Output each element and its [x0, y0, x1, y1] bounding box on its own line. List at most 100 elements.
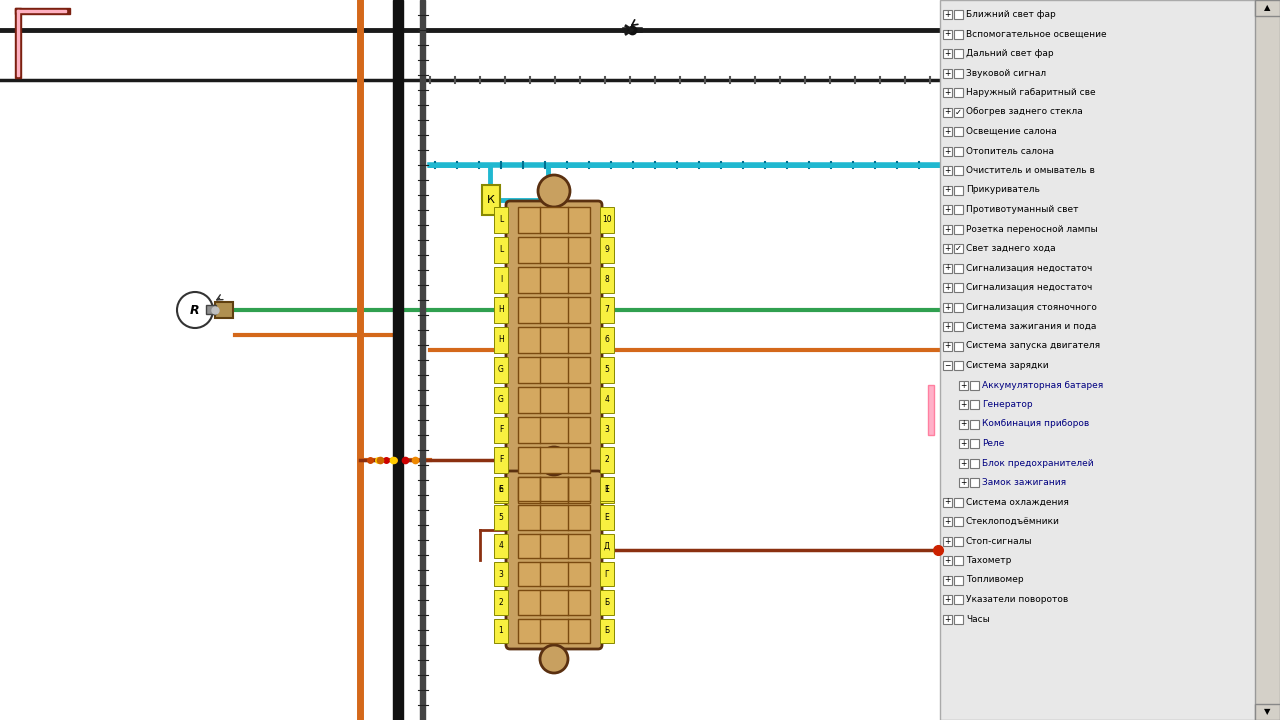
Text: Вспомогательное освещение: Вспомогательное освещение [966, 30, 1107, 38]
Bar [17, 10, 67, 12]
Text: 6: 6 [604, 336, 609, 344]
Bar [518, 297, 590, 323]
Text: H: H [498, 305, 504, 315]
Text: I: I [500, 276, 502, 284]
Bar [494, 477, 508, 503]
Text: Дальний свет фар: Дальний свет фар [966, 49, 1053, 58]
Bar [600, 477, 614, 503]
Text: −: − [945, 361, 951, 370]
Bar [954, 322, 963, 331]
Text: +: + [945, 30, 951, 38]
Bar [600, 327, 614, 353]
Bar [943, 302, 952, 312]
Text: Е: Е [604, 513, 609, 522]
Bar [215, 302, 233, 318]
Circle shape [538, 503, 570, 535]
Bar [943, 517, 952, 526]
Text: +: + [945, 536, 951, 546]
Bar [600, 297, 614, 323]
Text: H: H [498, 336, 504, 344]
Bar [943, 127, 952, 136]
Bar [494, 207, 508, 233]
Text: Отопитель салона: Отопитель салона [966, 146, 1053, 156]
Text: Аккумуляторная батарея: Аккумуляторная батарея [982, 380, 1103, 390]
Bar [959, 400, 968, 409]
Bar [954, 341, 963, 351]
Bar [970, 478, 979, 487]
Bar [943, 107, 952, 117]
Text: ▼: ▼ [1263, 708, 1270, 716]
Text: Сигнализация недостаточ: Сигнализация недостаточ [966, 283, 1092, 292]
Text: Система зажигания и пода: Система зажигания и пода [966, 322, 1097, 331]
Bar [943, 283, 952, 292]
Bar [494, 505, 508, 530]
Bar [494, 590, 508, 615]
Bar [518, 562, 590, 586]
Bar [954, 536, 963, 546]
Bar [954, 595, 963, 604]
Bar [954, 166, 963, 175]
Text: +: + [945, 595, 951, 604]
Text: +: + [945, 107, 951, 117]
Text: Система зарядки: Система зарядки [966, 361, 1048, 370]
Bar [970, 439, 979, 448]
Text: +: + [945, 302, 951, 312]
Text: Противотуманный свет: Противотуманный свет [966, 205, 1079, 214]
Bar [940, 0, 1280, 720]
Text: +: + [945, 517, 951, 526]
Text: +: + [945, 127, 951, 136]
Bar [15, 8, 70, 14]
Bar [943, 341, 952, 351]
Text: +: + [945, 146, 951, 156]
Bar [600, 477, 614, 501]
Bar [943, 205, 952, 214]
Bar [600, 357, 614, 383]
Bar [943, 166, 952, 175]
Text: +: + [945, 10, 951, 19]
Text: Тахометр: Тахометр [966, 556, 1011, 565]
Text: Реле: Реле [982, 439, 1005, 448]
Bar [600, 207, 614, 233]
Text: Сигнализация недостаточ: Сигнализация недостаточ [966, 264, 1092, 272]
Bar [943, 498, 952, 506]
Bar [943, 225, 952, 233]
Bar [954, 127, 963, 136]
Bar [954, 614, 963, 624]
Bar [954, 30, 963, 38]
Bar [954, 186, 963, 194]
Bar [600, 417, 614, 443]
Text: Система охлаждения: Система охлаждения [966, 498, 1069, 506]
Bar [954, 225, 963, 233]
Bar [954, 498, 963, 506]
Text: 4: 4 [499, 541, 503, 550]
Bar [943, 10, 952, 19]
Text: F: F [499, 456, 503, 464]
Text: ✓: ✓ [955, 244, 963, 253]
Text: 5: 5 [604, 366, 609, 374]
Bar [206, 305, 216, 314]
Text: +: + [945, 88, 951, 97]
Text: 10: 10 [602, 215, 612, 225]
Bar [15, 8, 20, 78]
Text: Освещение салона: Освещение салона [966, 127, 1057, 136]
Bar [928, 385, 934, 435]
Bar [494, 387, 508, 413]
FancyBboxPatch shape [506, 201, 602, 509]
Text: Прикуриватель: Прикуриватель [966, 186, 1039, 194]
Bar [954, 361, 963, 370]
Text: Топливомер: Топливомер [966, 575, 1024, 585]
Text: Система запуска двигателя: Система запуска двигателя [966, 341, 1100, 351]
Text: Свет заднего хода: Свет заднего хода [966, 244, 1056, 253]
Text: К: К [488, 195, 495, 205]
Text: Звуковой сигнал: Звуковой сигнал [966, 68, 1046, 78]
Text: 1: 1 [604, 485, 609, 495]
Text: L: L [499, 246, 503, 254]
Text: Ближний свет фар: Ближний свет фар [966, 10, 1056, 19]
Bar [1254, 704, 1280, 720]
Text: +: + [945, 244, 951, 253]
Bar [954, 205, 963, 214]
Bar [943, 575, 952, 585]
Text: 4: 4 [604, 395, 609, 405]
Bar [954, 283, 963, 292]
Text: Е: Е [604, 485, 609, 494]
